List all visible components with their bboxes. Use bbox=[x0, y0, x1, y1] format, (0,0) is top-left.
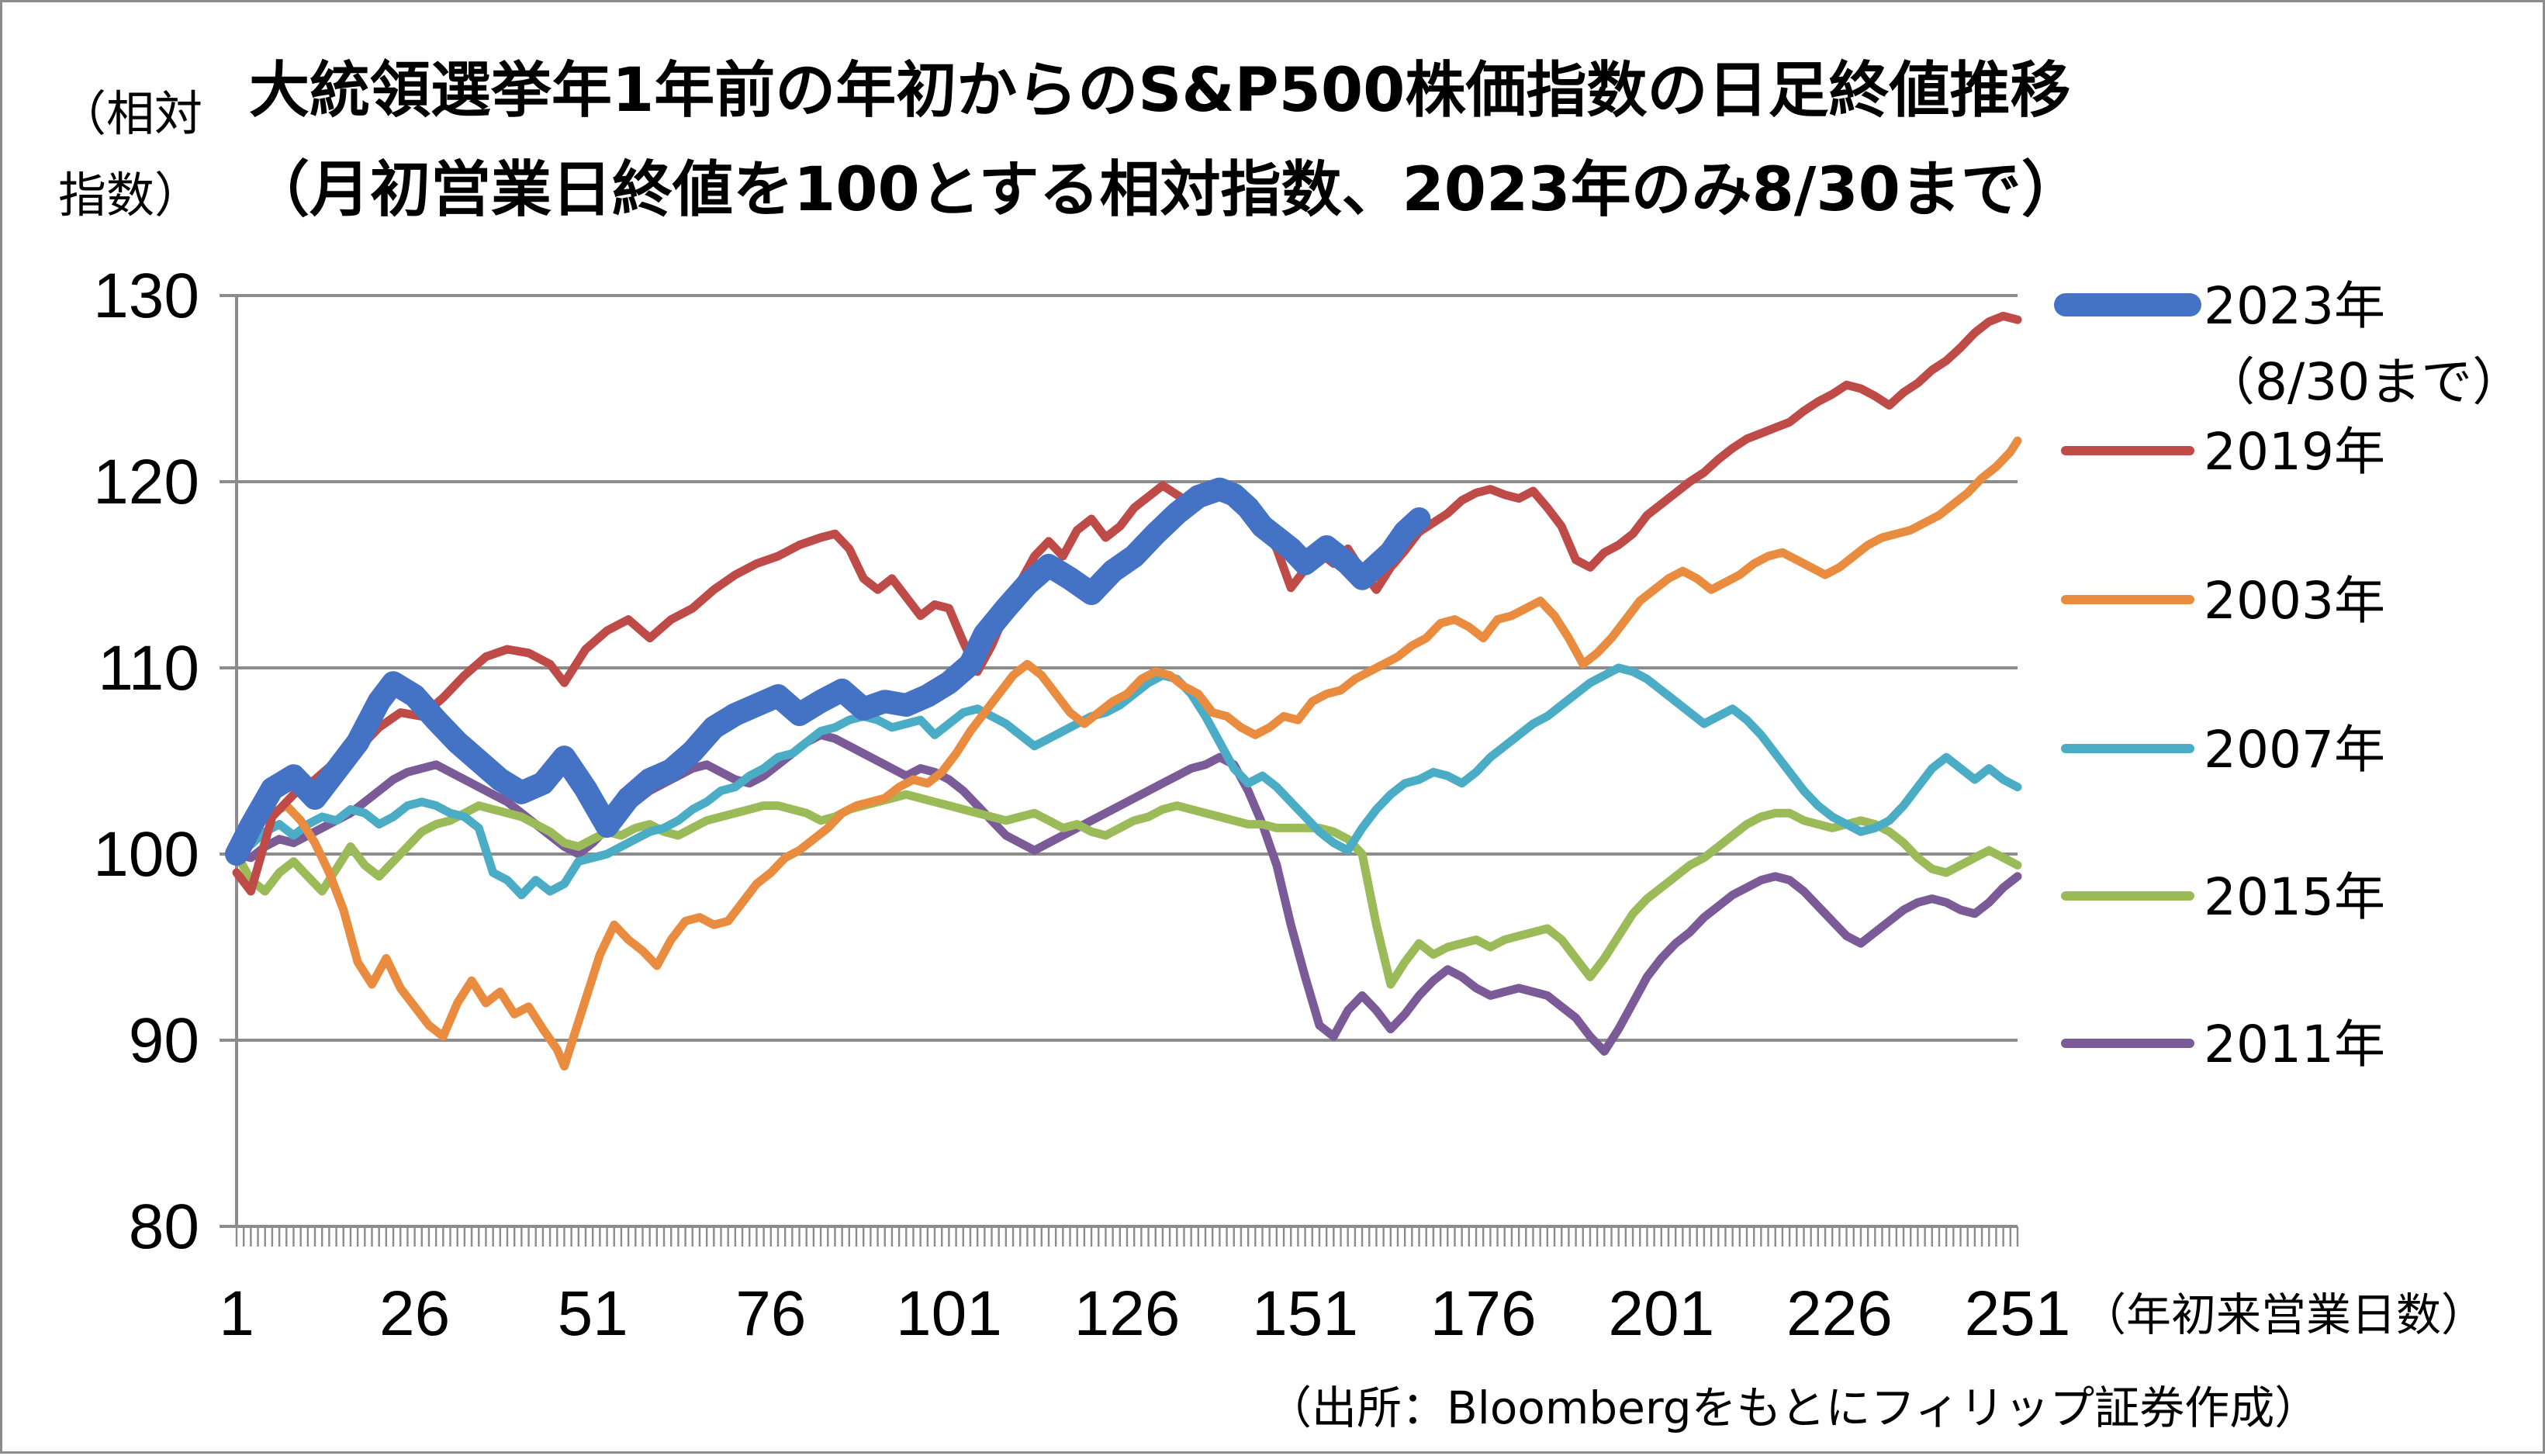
x-tick-label: 151 bbox=[1252, 1278, 1358, 1349]
y-tick-label: 110 bbox=[98, 633, 199, 704]
source-note: （出所：Bloombergをもとにフィリップ証券作成） bbox=[1267, 1382, 2319, 1434]
legend-sublabel: （8/30まで） bbox=[2204, 352, 2523, 412]
x-tick-label: 251 bbox=[1965, 1278, 2071, 1349]
x-axis-label: （年初来営業日数） bbox=[2081, 1288, 2486, 1341]
y-tick-labels: 80 90 100 110 120 130 bbox=[93, 261, 199, 1262]
x-tick-label: 101 bbox=[896, 1278, 1002, 1349]
x-tick-label: 226 bbox=[1786, 1278, 1893, 1349]
x-tick-label: 176 bbox=[1430, 1278, 1537, 1349]
legend-label: 2011年 bbox=[2204, 1015, 2385, 1074]
y-axis-label-line2: 指数） bbox=[58, 167, 202, 223]
legend-label: 2003年 bbox=[2204, 571, 2385, 631]
series-line-2015年 bbox=[232, 790, 2022, 989]
x-tick-label: 201 bbox=[1608, 1278, 1714, 1349]
x-tick-label: 51 bbox=[558, 1278, 628, 1349]
series-lines bbox=[225, 311, 2022, 1071]
series-line-2003年 bbox=[232, 436, 2022, 1071]
axes bbox=[220, 294, 2019, 1247]
x-tick-label: 1 bbox=[219, 1278, 254, 1349]
x-tick-labels: 1 26 51 76 101 126 151 176 201 226 251 bbox=[219, 1278, 2070, 1349]
x-tick-label: 76 bbox=[735, 1278, 806, 1349]
series-line-2007年 bbox=[232, 663, 2022, 900]
legend-label: 2007年 bbox=[2204, 720, 2385, 780]
grid-lines bbox=[237, 294, 2018, 1042]
x-minor-ticks bbox=[235, 1226, 2019, 1247]
chart-title: 大統領選挙年1年前の年初からのS&P500株価指数の日足終値推移 bbox=[249, 56, 2070, 126]
legend-label: 2015年 bbox=[2204, 867, 2385, 927]
y-tick-label: 90 bbox=[129, 1005, 199, 1076]
legend-label: 2023年 bbox=[2204, 276, 2385, 336]
series-line-2023年 bbox=[225, 477, 1431, 866]
legend-label: 2019年 bbox=[2204, 422, 2385, 482]
x-tick-label: 26 bbox=[379, 1278, 450, 1349]
x-tick-label: 126 bbox=[1074, 1278, 1181, 1349]
y-axis-label-line1: （相対 bbox=[58, 85, 202, 142]
chart-subtitle: （月初営業日終値を100とする相対指数、2023年のみ8/30まで） bbox=[249, 155, 2082, 225]
y-tick-label: 80 bbox=[129, 1191, 199, 1262]
legend: 2023年 （8/30まで） 2019年 2003年 2007年 2015年 2011年 bbox=[2054, 276, 2523, 1074]
y-tick-label: 120 bbox=[93, 447, 199, 517]
y-tick-label: 100 bbox=[93, 819, 199, 890]
y-tick-label: 130 bbox=[93, 261, 199, 331]
